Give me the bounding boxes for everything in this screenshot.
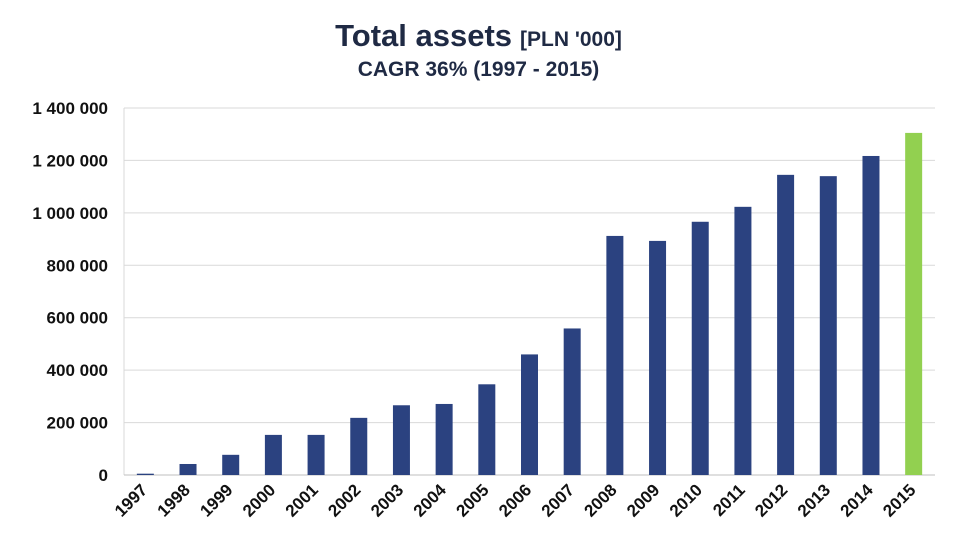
bar-1998 [179,463,197,475]
chart-title-unit: [PLN '000] [520,28,622,51]
x-tick-label: 2010 [666,480,706,520]
x-tick-label: 2009 [623,480,663,520]
bar-2000 [264,434,282,475]
x-tick-label: 2014 [837,480,878,521]
chart-title-text: Total assets [335,18,513,53]
bar-2010 [691,221,709,475]
bar-2014 [862,155,880,475]
y-tick-label: 1 200 000 [32,151,108,170]
x-tick-label: 1999 [196,480,236,520]
bar-1999 [222,454,240,475]
x-tick-label: 1997 [111,480,151,520]
x-tick-label: 2015 [879,480,919,520]
x-tick-label: 2008 [581,480,621,520]
y-tick-label: 0 [99,466,108,485]
grid-layer [123,107,935,476]
bar-2007 [563,328,581,475]
x-tick-label: 2000 [239,480,279,520]
x-tick-label: 2011 [709,480,749,520]
bar-2003 [392,405,410,475]
bar-2009 [649,240,667,475]
bar-2006 [521,354,538,475]
bar-2004 [435,403,453,475]
bar-2015 [905,132,923,475]
x-tick-label: 2006 [495,480,535,520]
y-axis: 0 200 000 400 000 600 000 800 000 1 000 000 1 … [32,99,108,485]
x-tick-label: 2004 [410,480,451,521]
bar-2001 [307,434,325,475]
x-tick-label: 2001 [282,480,322,520]
bars [136,132,923,475]
y-tick-label: 400 000 [47,361,108,380]
bar-2008 [606,235,624,475]
y-tick-label: 1 400 000 [32,99,108,118]
y-tick-label: 1 000 000 [32,204,108,223]
bar-2012 [777,174,795,475]
bar-1997 [136,473,154,475]
y-tick-label: 800 000 [47,256,108,275]
x-tick-label: 2012 [751,480,791,520]
bar-2002 [350,417,368,475]
x-tick-label: 2002 [324,480,364,520]
bar-2013 [819,176,837,475]
y-tick-label: 200 000 [47,414,108,433]
x-tick-label: 2013 [794,480,834,520]
chart-title: Total assets [PLN '000] [0,18,957,54]
x-tick-label: 2003 [367,480,407,520]
bar-2005 [478,384,496,475]
x-tick-label: 1998 [154,480,194,520]
y-tick-label: 600 000 [47,309,108,328]
x-tick-label: 2007 [538,480,578,520]
x-axis: 1997 1998 1999 2000 2001 2002 2003 2004 2005 2006… [111,480,919,521]
x-tick-label: 2005 [452,480,492,520]
bar-2011 [734,206,752,475]
chart-subtitle: CAGR 36% (1997 - 2015) [357,58,600,81]
